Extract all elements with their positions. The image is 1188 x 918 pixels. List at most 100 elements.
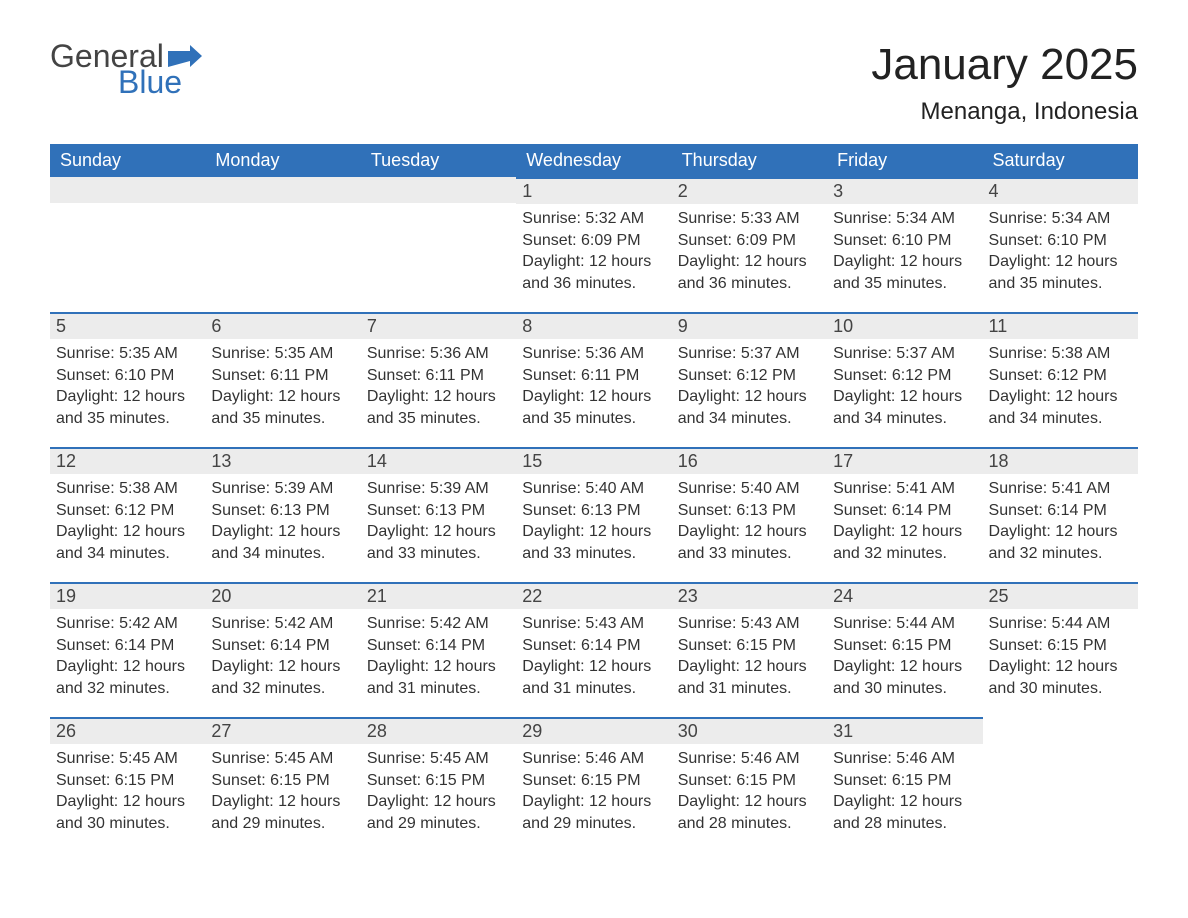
day-info-line: and 35 minutes.	[833, 273, 976, 295]
day-info-line: Sunset: 6:10 PM	[833, 230, 976, 252]
day-info-line: and 36 minutes.	[678, 273, 821, 295]
day-info-line: Sunrise: 5:41 AM	[833, 478, 976, 500]
day-info-line: and 32 minutes.	[56, 678, 199, 700]
date-number: 6	[205, 312, 360, 339]
day-info-line: Sunset: 6:14 PM	[833, 500, 976, 522]
day-info-line: Sunset: 6:15 PM	[522, 770, 665, 792]
day-info-line: Sunrise: 5:42 AM	[367, 613, 510, 635]
day-info-line: Sunset: 6:15 PM	[678, 770, 821, 792]
calendar-week-row: 19Sunrise: 5:42 AMSunset: 6:14 PMDayligh…	[50, 582, 1138, 717]
day-info-line: and 35 minutes.	[522, 408, 665, 430]
day-info-line: Sunrise: 5:37 AM	[678, 343, 821, 365]
day-cell: 24Sunrise: 5:44 AMSunset: 6:15 PMDayligh…	[827, 582, 982, 705]
day-info-line: Daylight: 12 hours	[678, 386, 821, 408]
date-number: 20	[205, 582, 360, 609]
logo: General Blue	[50, 40, 202, 98]
day-info-line: and 34 minutes.	[211, 543, 354, 565]
day-header: Thursday	[672, 144, 827, 177]
empty-date-bar	[50, 177, 205, 203]
calendar-week-row: 1Sunrise: 5:32 AMSunset: 6:09 PMDaylight…	[50, 177, 1138, 312]
day-info-line: Daylight: 12 hours	[833, 656, 976, 678]
date-number: 28	[361, 717, 516, 744]
day-cell: 29Sunrise: 5:46 AMSunset: 6:15 PMDayligh…	[516, 717, 671, 840]
calendar-cell: 29Sunrise: 5:46 AMSunset: 6:15 PMDayligh…	[516, 717, 671, 852]
day-info-line: Sunset: 6:15 PM	[989, 635, 1132, 657]
day-info-line: Sunrise: 5:46 AM	[678, 748, 821, 770]
date-number: 29	[516, 717, 671, 744]
day-info-line: Daylight: 12 hours	[367, 656, 510, 678]
day-cell: 10Sunrise: 5:37 AMSunset: 6:12 PMDayligh…	[827, 312, 982, 435]
day-info-line: Sunrise: 5:45 AM	[56, 748, 199, 770]
day-cell: 31Sunrise: 5:46 AMSunset: 6:15 PMDayligh…	[827, 717, 982, 840]
calendar-week-row: 5Sunrise: 5:35 AMSunset: 6:10 PMDaylight…	[50, 312, 1138, 447]
day-info-line: Sunset: 6:14 PM	[56, 635, 199, 657]
day-info-line: Daylight: 12 hours	[56, 521, 199, 543]
day-info-line: Daylight: 12 hours	[211, 656, 354, 678]
calendar-cell: 3Sunrise: 5:34 AMSunset: 6:10 PMDaylight…	[827, 177, 982, 312]
day-cell: 15Sunrise: 5:40 AMSunset: 6:13 PMDayligh…	[516, 447, 671, 570]
day-info-line: and 34 minutes.	[989, 408, 1132, 430]
day-info-line: Sunrise: 5:34 AM	[833, 208, 976, 230]
day-cell: 19Sunrise: 5:42 AMSunset: 6:14 PMDayligh…	[50, 582, 205, 705]
day-info-line: Sunset: 6:15 PM	[678, 635, 821, 657]
day-info-line: Sunrise: 5:36 AM	[367, 343, 510, 365]
day-info-line: Daylight: 12 hours	[678, 521, 821, 543]
day-cell: 4Sunrise: 5:34 AMSunset: 6:10 PMDaylight…	[983, 177, 1138, 300]
calendar-cell: 11Sunrise: 5:38 AMSunset: 6:12 PMDayligh…	[983, 312, 1138, 447]
calendar-cell: 4Sunrise: 5:34 AMSunset: 6:10 PMDaylight…	[983, 177, 1138, 312]
day-info-line: and 34 minutes.	[678, 408, 821, 430]
day-info-line: and 31 minutes.	[678, 678, 821, 700]
calendar-cell: 16Sunrise: 5:40 AMSunset: 6:13 PMDayligh…	[672, 447, 827, 582]
date-number: 9	[672, 312, 827, 339]
day-info-line: and 29 minutes.	[211, 813, 354, 835]
calendar-cell	[983, 717, 1138, 852]
date-number: 31	[827, 717, 982, 744]
calendar-cell: 24Sunrise: 5:44 AMSunset: 6:15 PMDayligh…	[827, 582, 982, 717]
day-info-line: Sunrise: 5:40 AM	[678, 478, 821, 500]
calendar-week-row: 26Sunrise: 5:45 AMSunset: 6:15 PMDayligh…	[50, 717, 1138, 852]
day-info-line: and 32 minutes.	[989, 543, 1132, 565]
day-info-line: Sunrise: 5:46 AM	[833, 748, 976, 770]
day-info-line: Sunset: 6:12 PM	[989, 365, 1132, 387]
date-number: 4	[983, 177, 1138, 204]
calendar-cell: 13Sunrise: 5:39 AMSunset: 6:13 PMDayligh…	[205, 447, 360, 582]
day-info-line: and 35 minutes.	[367, 408, 510, 430]
date-number: 26	[50, 717, 205, 744]
day-info-line: Daylight: 12 hours	[522, 251, 665, 273]
calendar-cell: 17Sunrise: 5:41 AMSunset: 6:14 PMDayligh…	[827, 447, 982, 582]
day-header: Wednesday	[516, 144, 671, 177]
calendar-page: General Blue January 2025 Menanga, Indon…	[0, 0, 1188, 892]
calendar-cell: 22Sunrise: 5:43 AMSunset: 6:14 PMDayligh…	[516, 582, 671, 717]
day-info-line: Daylight: 12 hours	[211, 386, 354, 408]
empty-date-bar	[205, 177, 360, 203]
calendar-cell: 15Sunrise: 5:40 AMSunset: 6:13 PMDayligh…	[516, 447, 671, 582]
calendar-cell: 18Sunrise: 5:41 AMSunset: 6:14 PMDayligh…	[983, 447, 1138, 582]
day-info-line: and 30 minutes.	[56, 813, 199, 835]
date-number: 30	[672, 717, 827, 744]
day-info-line: Daylight: 12 hours	[522, 521, 665, 543]
day-info-line: Daylight: 12 hours	[833, 386, 976, 408]
day-cell: 17Sunrise: 5:41 AMSunset: 6:14 PMDayligh…	[827, 447, 982, 570]
day-cell: 26Sunrise: 5:45 AMSunset: 6:15 PMDayligh…	[50, 717, 205, 840]
day-info-line: Daylight: 12 hours	[678, 251, 821, 273]
day-header: Friday	[827, 144, 982, 177]
day-info-line: and 32 minutes.	[833, 543, 976, 565]
day-info-line: Daylight: 12 hours	[833, 251, 976, 273]
empty-date-bar	[361, 177, 516, 203]
day-info-line: Sunset: 6:14 PM	[522, 635, 665, 657]
calendar-cell: 8Sunrise: 5:36 AMSunset: 6:11 PMDaylight…	[516, 312, 671, 447]
day-header: Sunday	[50, 144, 205, 177]
date-number: 11	[983, 312, 1138, 339]
day-info-line: Sunrise: 5:37 AM	[833, 343, 976, 365]
date-number: 18	[983, 447, 1138, 474]
day-info-line: Daylight: 12 hours	[989, 386, 1132, 408]
day-info-line: Sunrise: 5:39 AM	[211, 478, 354, 500]
day-cell: 7Sunrise: 5:36 AMSunset: 6:11 PMDaylight…	[361, 312, 516, 435]
location-label: Menanga, Indonesia	[871, 98, 1138, 126]
day-info-line: Sunrise: 5:39 AM	[367, 478, 510, 500]
day-info-line: Daylight: 12 hours	[367, 386, 510, 408]
day-cell: 16Sunrise: 5:40 AMSunset: 6:13 PMDayligh…	[672, 447, 827, 570]
day-info-line: Sunset: 6:13 PM	[367, 500, 510, 522]
date-number: 10	[827, 312, 982, 339]
day-info-line: and 33 minutes.	[522, 543, 665, 565]
